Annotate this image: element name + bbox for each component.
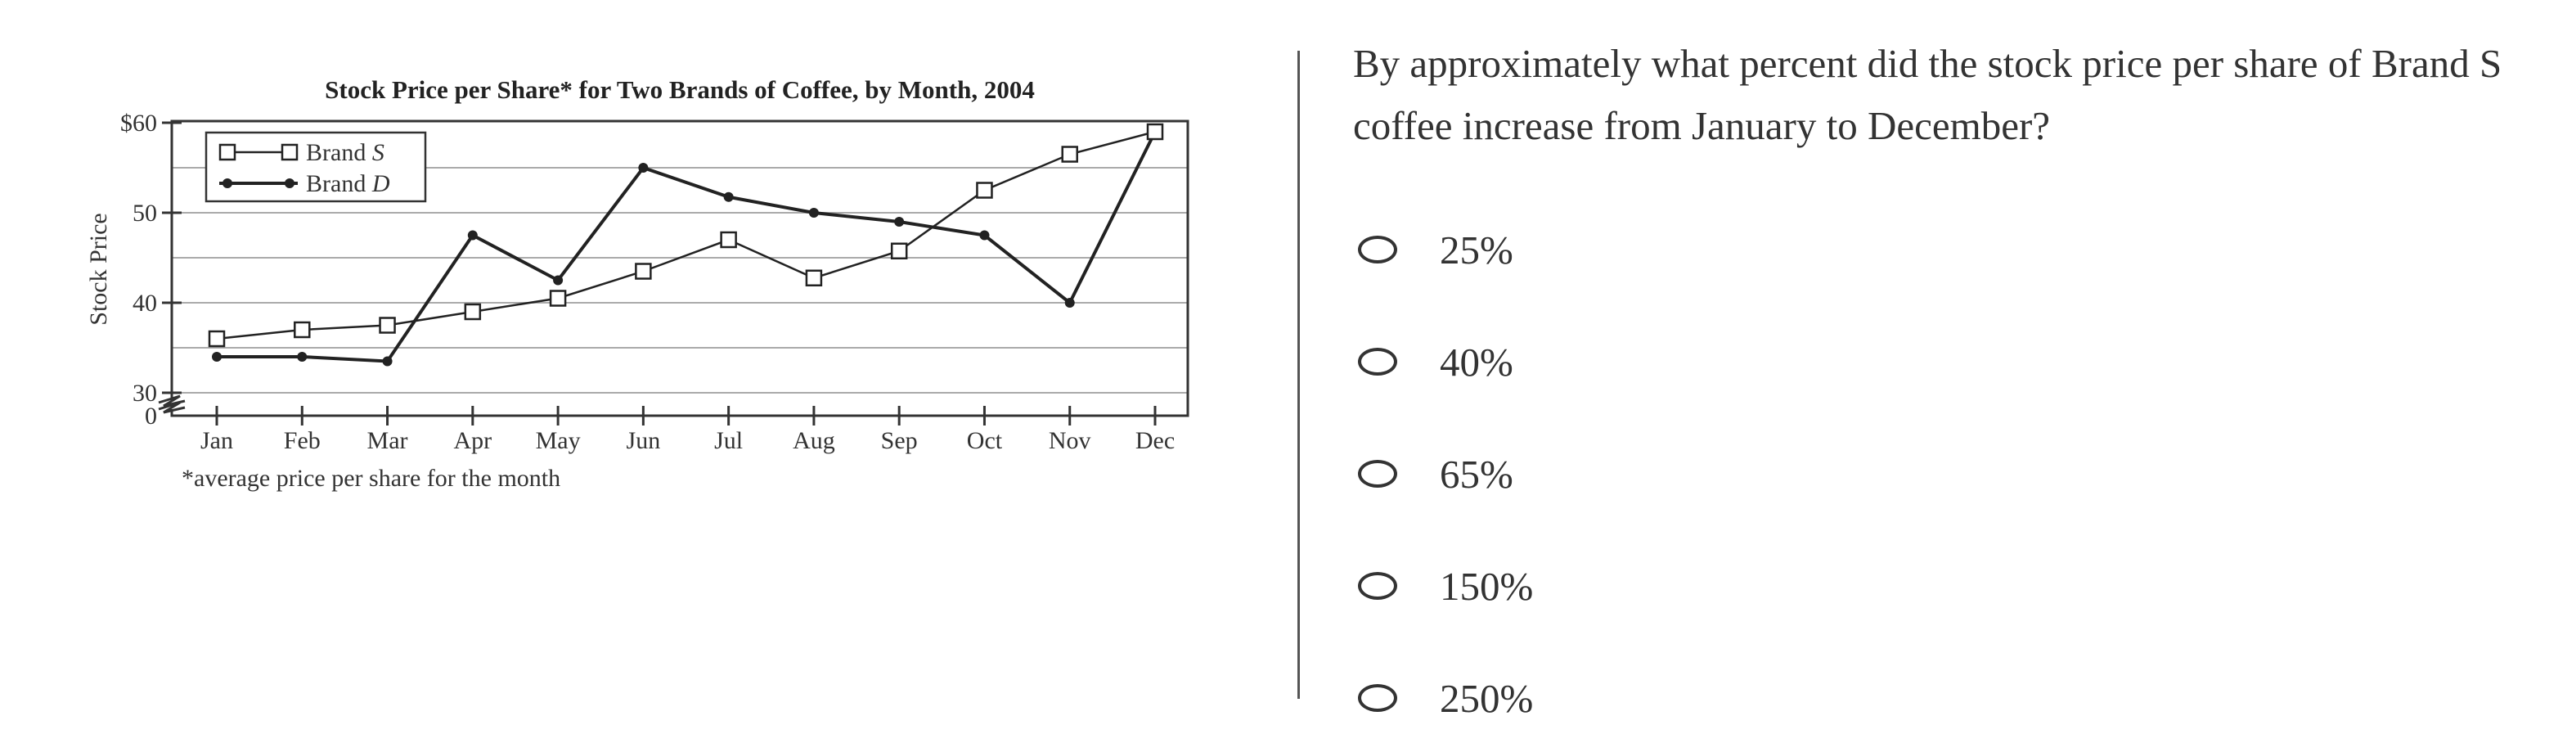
x-tick-label: Nov <box>1049 427 1091 454</box>
y-tick-label: 40 <box>133 290 157 317</box>
x-tick-label: Sep <box>881 427 918 454</box>
answer-choice-b[interactable]: 40% <box>1353 329 1513 394</box>
radio-button-icon[interactable] <box>1358 572 1397 600</box>
x-tick-label: Jul <box>714 427 743 454</box>
data-point-brand-s <box>1061 146 1078 163</box>
data-point-brand-d <box>723 191 734 202</box>
x-tick-label: Jun <box>627 427 661 454</box>
data-point-brand-s <box>720 231 737 249</box>
answer-choice-label: 40% <box>1440 339 1513 385</box>
series-line-brand-d <box>217 131 1157 363</box>
data-point-brand-d <box>808 208 819 218</box>
line-chart: Stock Price per Share* for Two Brands of… <box>85 75 1189 492</box>
data-point-brand-d <box>894 217 905 227</box>
answer-choice-e[interactable]: 250% <box>1353 665 1533 731</box>
radio-button-icon[interactable] <box>1358 236 1397 263</box>
y-tick-label: 30 <box>133 380 157 407</box>
legend-label: Brand D <box>306 170 390 197</box>
x-tick-label: Aug <box>793 427 835 454</box>
chart-footnote: *average price per share for the month <box>182 465 560 492</box>
legend-label: Brand S <box>306 139 384 166</box>
data-point-brand-d <box>212 352 222 362</box>
data-point-brand-d <box>467 230 478 241</box>
y-baseline-label: 0 <box>145 403 157 430</box>
legend-marker-square-icon <box>281 143 299 161</box>
data-point-brand-s <box>1146 123 1164 141</box>
question-panel: By approximately what percent did the st… <box>1353 33 2531 721</box>
x-tick-label: Jan <box>200 427 233 454</box>
answer-choice-label: 25% <box>1440 227 1513 272</box>
data-point-brand-s <box>208 330 226 348</box>
data-point-brand-d <box>979 230 990 241</box>
data-point-brand-d <box>1064 298 1075 308</box>
y-axis-label: Stock Price <box>85 213 112 325</box>
radio-button-icon[interactable] <box>1358 460 1397 488</box>
data-point-brand-s <box>294 321 311 339</box>
panel-divider <box>1297 51 1300 699</box>
x-tick-label: Apr <box>453 427 492 454</box>
answer-choice-label: 65% <box>1440 451 1513 497</box>
answer-choice-label: 150% <box>1440 563 1534 609</box>
x-tick-label: Oct <box>967 427 1003 454</box>
answer-choice-label: 250% <box>1440 675 1534 721</box>
y-tick-label: $60 <box>120 110 157 137</box>
legend-marker-dot-icon <box>223 178 232 188</box>
radio-button-icon[interactable] <box>1358 684 1397 712</box>
data-point-brand-d <box>553 275 564 286</box>
chart-panel: Stock Price per Share* for Two Brands of… <box>0 0 1276 752</box>
x-tick-label: May <box>536 427 581 454</box>
answer-choice-a[interactable]: 25% <box>1353 217 1513 282</box>
data-point-brand-d <box>297 352 308 362</box>
axis-break-icon <box>158 401 186 414</box>
x-tick-label: Mar <box>367 427 408 454</box>
data-point-brand-s <box>635 263 652 280</box>
legend-marker-square-icon <box>218 143 236 161</box>
data-point-brand-d <box>382 356 393 367</box>
data-point-brand-s <box>805 269 823 286</box>
data-point-brand-s <box>976 182 993 199</box>
x-tick-label: Feb <box>284 427 321 454</box>
data-point-brand-s <box>464 303 482 321</box>
x-tick-label: Dec <box>1135 427 1175 454</box>
y-tick-label: 50 <box>133 200 157 227</box>
chart-title: Stock Price per Share* for Two Brands of… <box>325 75 1035 104</box>
legend-marker-dot-icon <box>285 178 294 188</box>
radio-button-icon[interactable] <box>1358 348 1397 376</box>
answer-choice-c[interactable]: 65% <box>1353 441 1513 507</box>
legend-box <box>205 131 427 203</box>
question-text: By approximately what percent did the st… <box>1353 41 2502 148</box>
data-point-brand-s <box>890 242 908 259</box>
data-point-brand-s <box>549 290 567 307</box>
data-point-brand-d <box>638 163 649 173</box>
data-point-brand-s <box>379 317 396 334</box>
answer-choice-d[interactable]: 150% <box>1353 553 1533 619</box>
plot-frame <box>170 119 1189 417</box>
series-line-brand-s <box>216 130 1156 340</box>
